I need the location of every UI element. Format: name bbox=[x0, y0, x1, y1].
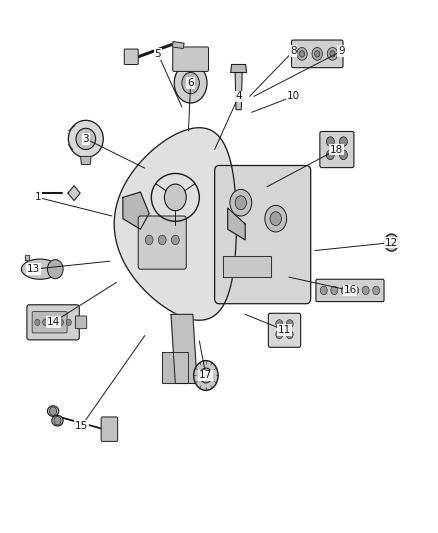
Circle shape bbox=[297, 47, 307, 60]
Ellipse shape bbox=[187, 79, 194, 87]
Text: 8: 8 bbox=[290, 46, 297, 56]
Circle shape bbox=[171, 235, 179, 245]
Ellipse shape bbox=[47, 406, 59, 416]
Polygon shape bbox=[162, 352, 188, 383]
Polygon shape bbox=[114, 128, 237, 320]
FancyBboxPatch shape bbox=[138, 216, 186, 269]
Circle shape bbox=[35, 319, 40, 326]
Circle shape bbox=[330, 51, 335, 57]
Circle shape bbox=[54, 416, 61, 425]
Circle shape bbox=[58, 319, 64, 326]
Text: 14: 14 bbox=[46, 317, 60, 327]
Circle shape bbox=[339, 150, 347, 160]
Polygon shape bbox=[123, 192, 149, 229]
Text: 18: 18 bbox=[330, 144, 343, 155]
Circle shape bbox=[66, 319, 71, 326]
Circle shape bbox=[341, 286, 348, 295]
Circle shape bbox=[286, 320, 293, 328]
Circle shape bbox=[320, 286, 327, 295]
Circle shape bbox=[194, 361, 218, 390]
Circle shape bbox=[352, 286, 359, 295]
Circle shape bbox=[276, 330, 283, 339]
Circle shape bbox=[339, 137, 347, 147]
FancyBboxPatch shape bbox=[268, 313, 300, 348]
Polygon shape bbox=[172, 42, 184, 49]
Text: 3: 3 bbox=[82, 134, 89, 144]
FancyBboxPatch shape bbox=[27, 305, 79, 340]
Text: 4: 4 bbox=[235, 91, 242, 101]
Circle shape bbox=[47, 260, 63, 279]
Text: 16: 16 bbox=[343, 286, 357, 295]
Text: 6: 6 bbox=[187, 78, 194, 88]
Polygon shape bbox=[68, 185, 80, 200]
Text: 15: 15 bbox=[75, 421, 88, 431]
Polygon shape bbox=[171, 314, 197, 383]
Circle shape bbox=[158, 235, 166, 245]
Circle shape bbox=[235, 196, 247, 209]
FancyBboxPatch shape bbox=[215, 165, 311, 304]
FancyBboxPatch shape bbox=[32, 312, 67, 333]
Ellipse shape bbox=[182, 72, 199, 94]
Circle shape bbox=[326, 150, 334, 160]
Circle shape bbox=[312, 47, 322, 60]
Polygon shape bbox=[231, 64, 247, 72]
Polygon shape bbox=[25, 255, 29, 260]
Circle shape bbox=[314, 51, 320, 57]
Text: 10: 10 bbox=[286, 91, 300, 101]
Text: 9: 9 bbox=[338, 46, 345, 56]
FancyBboxPatch shape bbox=[101, 417, 118, 441]
Circle shape bbox=[164, 184, 186, 211]
Text: 1: 1 bbox=[35, 192, 41, 203]
Circle shape bbox=[286, 330, 293, 339]
Ellipse shape bbox=[21, 259, 59, 279]
Polygon shape bbox=[223, 256, 272, 277]
Circle shape bbox=[50, 319, 56, 326]
Circle shape bbox=[331, 286, 338, 295]
Circle shape bbox=[265, 205, 287, 232]
Ellipse shape bbox=[76, 128, 95, 150]
Circle shape bbox=[385, 234, 399, 251]
Circle shape bbox=[326, 137, 334, 147]
Polygon shape bbox=[235, 72, 242, 110]
Circle shape bbox=[42, 319, 48, 326]
Ellipse shape bbox=[68, 120, 103, 158]
Circle shape bbox=[145, 235, 153, 245]
FancyBboxPatch shape bbox=[316, 279, 384, 302]
Circle shape bbox=[373, 286, 380, 295]
Text: 12: 12 bbox=[385, 238, 398, 247]
Polygon shape bbox=[81, 157, 91, 165]
Circle shape bbox=[230, 189, 252, 216]
Circle shape bbox=[327, 47, 338, 60]
Circle shape bbox=[49, 407, 57, 415]
Text: 11: 11 bbox=[278, 325, 291, 335]
Ellipse shape bbox=[52, 415, 63, 426]
Text: 17: 17 bbox=[199, 370, 212, 381]
Circle shape bbox=[299, 51, 304, 57]
FancyBboxPatch shape bbox=[320, 132, 354, 167]
Circle shape bbox=[388, 238, 395, 247]
FancyBboxPatch shape bbox=[75, 316, 87, 329]
Circle shape bbox=[200, 368, 212, 383]
Ellipse shape bbox=[174, 63, 207, 103]
FancyBboxPatch shape bbox=[173, 47, 208, 71]
Text: 13: 13 bbox=[27, 264, 40, 274]
FancyBboxPatch shape bbox=[124, 49, 138, 64]
Polygon shape bbox=[228, 208, 245, 240]
FancyBboxPatch shape bbox=[291, 40, 343, 68]
Circle shape bbox=[270, 212, 282, 225]
Circle shape bbox=[276, 320, 283, 328]
Circle shape bbox=[362, 286, 369, 295]
Text: 5: 5 bbox=[155, 49, 161, 59]
